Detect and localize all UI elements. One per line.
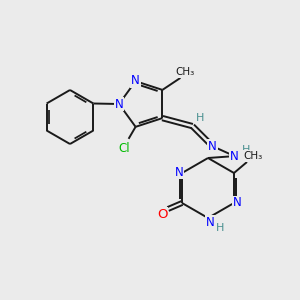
- Text: N: N: [208, 140, 217, 153]
- Text: H: H: [216, 223, 224, 233]
- Text: N: N: [175, 166, 183, 178]
- Text: H: H: [242, 145, 250, 155]
- Text: N: N: [230, 150, 239, 163]
- Text: H: H: [196, 113, 205, 123]
- Text: Cl: Cl: [119, 142, 130, 155]
- Text: CH₃: CH₃: [243, 151, 262, 161]
- Text: N: N: [232, 196, 242, 209]
- Text: CH₃: CH₃: [176, 67, 195, 77]
- Text: O: O: [157, 208, 167, 221]
- Text: N: N: [206, 215, 214, 229]
- Text: N: N: [131, 74, 140, 87]
- Text: N: N: [115, 98, 123, 110]
